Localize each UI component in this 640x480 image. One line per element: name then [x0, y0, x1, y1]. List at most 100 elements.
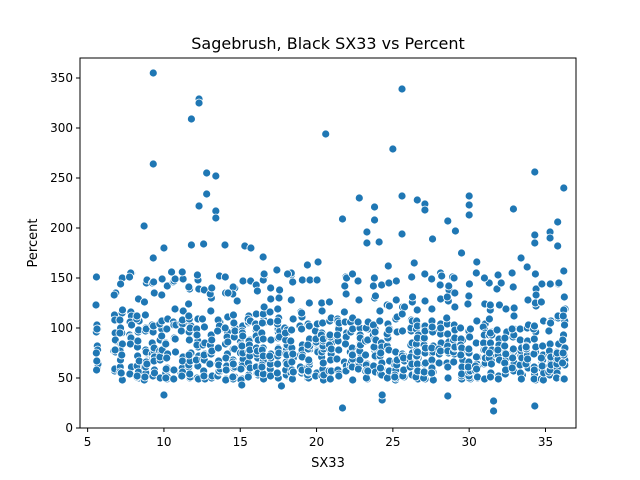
scatter-point — [509, 303, 519, 313]
scatter-point — [199, 371, 209, 381]
scatter-point — [530, 238, 540, 248]
y-tick-label: 300 — [50, 121, 73, 135]
scatter-point — [375, 316, 385, 326]
y-tick-label: 150 — [50, 271, 73, 285]
scatter-point — [390, 372, 400, 382]
scatter-point — [456, 323, 465, 333]
scatter-point — [194, 201, 204, 211]
scatter-point — [515, 324, 525, 334]
scatter-point — [313, 257, 323, 267]
scatter-point — [443, 391, 453, 401]
scatter-point — [443, 373, 453, 383]
scatter-point — [472, 364, 481, 374]
scatter-point — [318, 358, 328, 368]
scatter-point — [558, 348, 568, 358]
scatter-point — [530, 321, 539, 331]
scatter-point — [536, 297, 546, 307]
scatter-point — [544, 326, 554, 336]
scatter-point — [243, 372, 253, 382]
scatter-point — [538, 341, 547, 351]
x-tick-label: 25 — [385, 435, 400, 449]
scatter-point — [375, 306, 385, 316]
scatter-point — [449, 273, 459, 283]
scatter-point — [187, 240, 196, 250]
scatter-point — [341, 289, 351, 299]
scatter-point — [116, 279, 125, 289]
scatter-point — [340, 281, 350, 291]
scatter-point — [265, 351, 275, 361]
scatter-point — [223, 288, 233, 298]
scatter-point — [537, 361, 547, 371]
scatter-point — [412, 305, 422, 315]
scatter-point — [259, 269, 269, 279]
scatter-point — [297, 324, 306, 334]
scatter-point — [162, 324, 172, 334]
scatter-point — [397, 191, 407, 201]
scatter-point — [529, 365, 539, 375]
scatter-point — [118, 305, 127, 315]
scatter-point — [220, 272, 230, 282]
scatter-point — [199, 239, 209, 249]
scatter-point — [437, 271, 447, 281]
scatter-point — [110, 345, 120, 355]
scatter-point — [383, 261, 393, 271]
scatter-point — [553, 241, 563, 251]
scatter-point — [117, 350, 127, 360]
scatter-point — [91, 348, 101, 358]
scatter-point — [408, 292, 417, 302]
scatter-point — [531, 290, 541, 300]
scatter-point — [170, 334, 180, 344]
scatter-point — [508, 282, 518, 292]
scatter-point — [515, 335, 525, 345]
scatter-point — [361, 373, 371, 383]
scatter-point — [161, 364, 171, 374]
scatter-point — [115, 315, 125, 325]
scatter-point — [207, 335, 217, 345]
scatter-point — [449, 357, 459, 367]
scatter-point — [420, 269, 430, 279]
scatter-point — [288, 314, 298, 324]
scatter-point — [159, 243, 169, 253]
scatter-point — [436, 323, 446, 333]
scatter-point — [149, 277, 159, 287]
scatter-point — [444, 281, 454, 291]
scatter-point — [273, 304, 283, 314]
scatter-point — [397, 229, 407, 239]
scatter-point — [420, 205, 430, 215]
scatter-point — [427, 368, 437, 378]
scatter-point — [508, 344, 518, 354]
scatter-point — [486, 359, 496, 369]
scatter-point — [559, 292, 569, 302]
scatter-point — [464, 200, 474, 210]
scatter-point — [200, 322, 209, 332]
scatter-point — [489, 396, 498, 406]
scatter-point — [333, 330, 342, 340]
scatter-point — [530, 230, 540, 240]
scatter-point — [229, 310, 238, 320]
scatter-point — [376, 348, 386, 358]
scatter-point — [521, 342, 531, 352]
scatter-point — [523, 295, 533, 305]
y-tick-label: 50 — [58, 371, 73, 385]
scatter-point — [258, 334, 268, 344]
scatter-point — [472, 352, 481, 362]
scatter-point — [273, 316, 283, 326]
scatter-point — [332, 354, 342, 364]
scatter-point — [288, 277, 298, 287]
scatter-point — [236, 364, 246, 374]
scatter-point — [303, 340, 313, 350]
scatter-point — [92, 356, 102, 366]
scatter-point — [463, 299, 473, 309]
scatter-point — [211, 213, 221, 223]
scatter-point — [377, 390, 387, 400]
scatter-point — [509, 311, 519, 321]
scatter-point — [420, 296, 430, 306]
scatter-point — [150, 368, 159, 378]
scatter-point — [391, 295, 401, 305]
scatter-point — [370, 215, 379, 225]
scatter-point — [560, 320, 569, 330]
scatter-point — [220, 323, 230, 333]
scatter-point — [206, 306, 216, 316]
scatter-point — [472, 316, 482, 326]
scatter-point — [312, 275, 322, 285]
